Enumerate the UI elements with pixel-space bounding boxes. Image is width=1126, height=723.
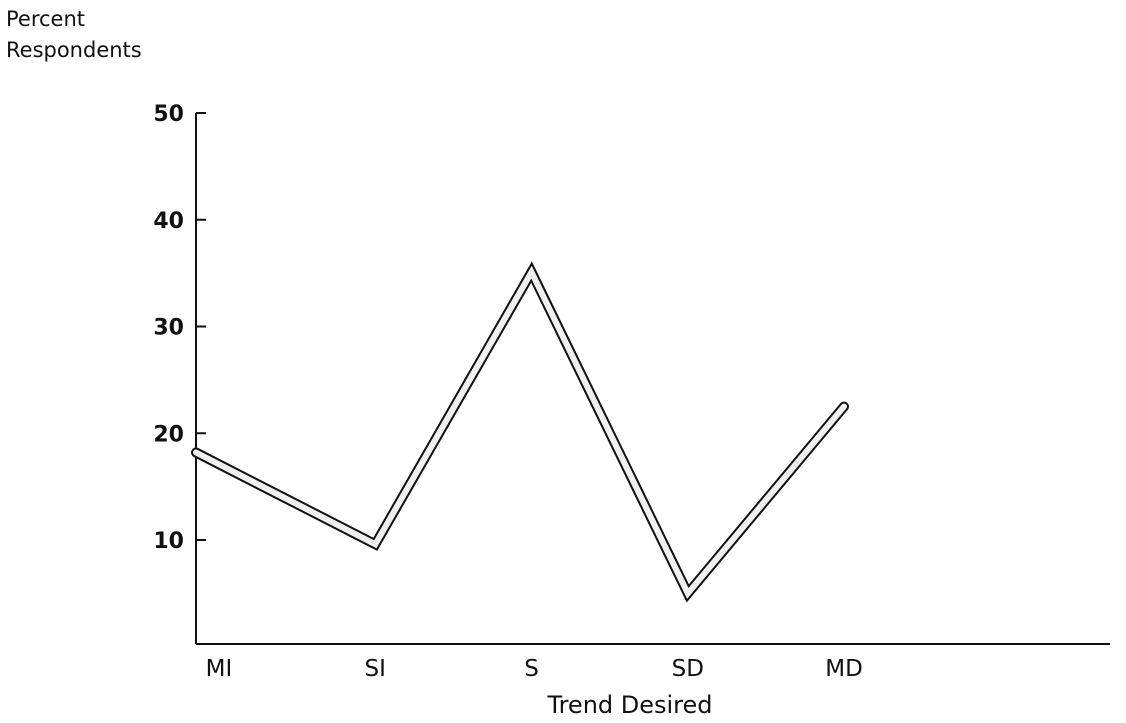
- series-group: [191, 261, 849, 603]
- x-categories: MI SI S SD MD: [206, 656, 863, 682]
- y-tick-label: 20: [153, 422, 184, 447]
- series-line-fill: [193, 265, 847, 599]
- y-tick-label: 50: [153, 102, 184, 127]
- y-ticks: 10 20 30 40 50: [153, 102, 206, 554]
- x-category-label: MI: [206, 656, 233, 682]
- x-category-label: MD: [825, 656, 863, 682]
- y-tick-label: 10: [153, 529, 184, 554]
- axes: [195, 113, 1110, 645]
- y-axis-label-line1: Percent: [6, 7, 85, 31]
- x-category-label: SI: [365, 656, 386, 682]
- x-category-label: SD: [672, 656, 704, 682]
- y-axis-label-line2: Respondents: [6, 38, 142, 62]
- series-line-outline: [191, 261, 849, 603]
- y-tick-label: 40: [153, 209, 184, 234]
- y-tick-label: 30: [153, 316, 184, 341]
- x-axis-label: Trend Desired: [546, 691, 712, 719]
- x-category-label: S: [524, 656, 539, 682]
